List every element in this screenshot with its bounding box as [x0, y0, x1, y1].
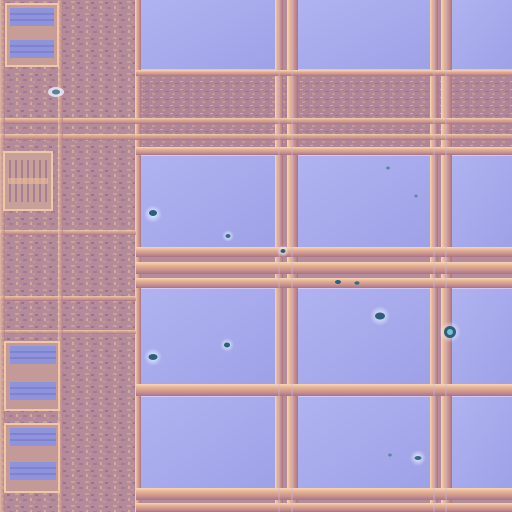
dust-particle [414, 194, 418, 198]
horizontal-logic-band [136, 74, 512, 152]
horizontal-trace [136, 384, 512, 396]
horizontal-trace [136, 262, 512, 274]
inset-structure [10, 8, 54, 26]
horizontal-trace [0, 134, 512, 140]
horizontal-trace [136, 503, 512, 512]
bond-pad [298, 155, 430, 247]
horizontal-metal-traces [136, 70, 512, 512]
bond-pad [141, 396, 275, 488]
vertical-trace [58, 0, 63, 512]
horizontal-trace [0, 296, 136, 301]
dust-particle [375, 312, 385, 320]
bond-pad [298, 288, 430, 384]
horizontal-trace [136, 278, 512, 288]
bond-pad [141, 0, 275, 70]
horizontal-trace [136, 488, 512, 500]
bond-pad [141, 288, 275, 384]
dust-particle [52, 89, 60, 95]
dust-particles [48, 87, 461, 466]
inset-structure [10, 382, 56, 400]
bond-pad-grid [141, 0, 512, 488]
inset-structure [10, 346, 56, 364]
left-inset-structures [3, 3, 60, 493]
dust-particle [280, 249, 286, 253]
dust-particle [224, 342, 230, 348]
horizontal-trace [0, 330, 136, 334]
dust-particle [148, 354, 158, 360]
bond-pad [298, 0, 430, 70]
horizontal-trace [136, 247, 512, 257]
inset-structure [10, 462, 56, 480]
dust-particle [354, 281, 360, 285]
dust-particle [414, 456, 422, 460]
bond-pad [452, 396, 512, 488]
bond-pad [452, 288, 512, 384]
fine-bus-lines [278, 0, 447, 512]
dust-particle [388, 453, 392, 457]
horizontal-trace [0, 118, 512, 124]
horizontal-trace [136, 70, 512, 76]
vertical-trace [0, 0, 5, 512]
horizontal-trace [136, 147, 512, 155]
bond-pad [452, 0, 512, 70]
bond-pad [298, 396, 430, 488]
dust-particle [386, 166, 390, 170]
inset-structure [10, 40, 54, 58]
dust-particle [149, 210, 157, 216]
horizontal-trace [0, 230, 136, 235]
bond-pad [452, 155, 512, 247]
dust-particle [335, 280, 341, 284]
inset-structure [10, 428, 56, 446]
bond-pad [141, 155, 275, 247]
dust-particle [225, 234, 231, 238]
